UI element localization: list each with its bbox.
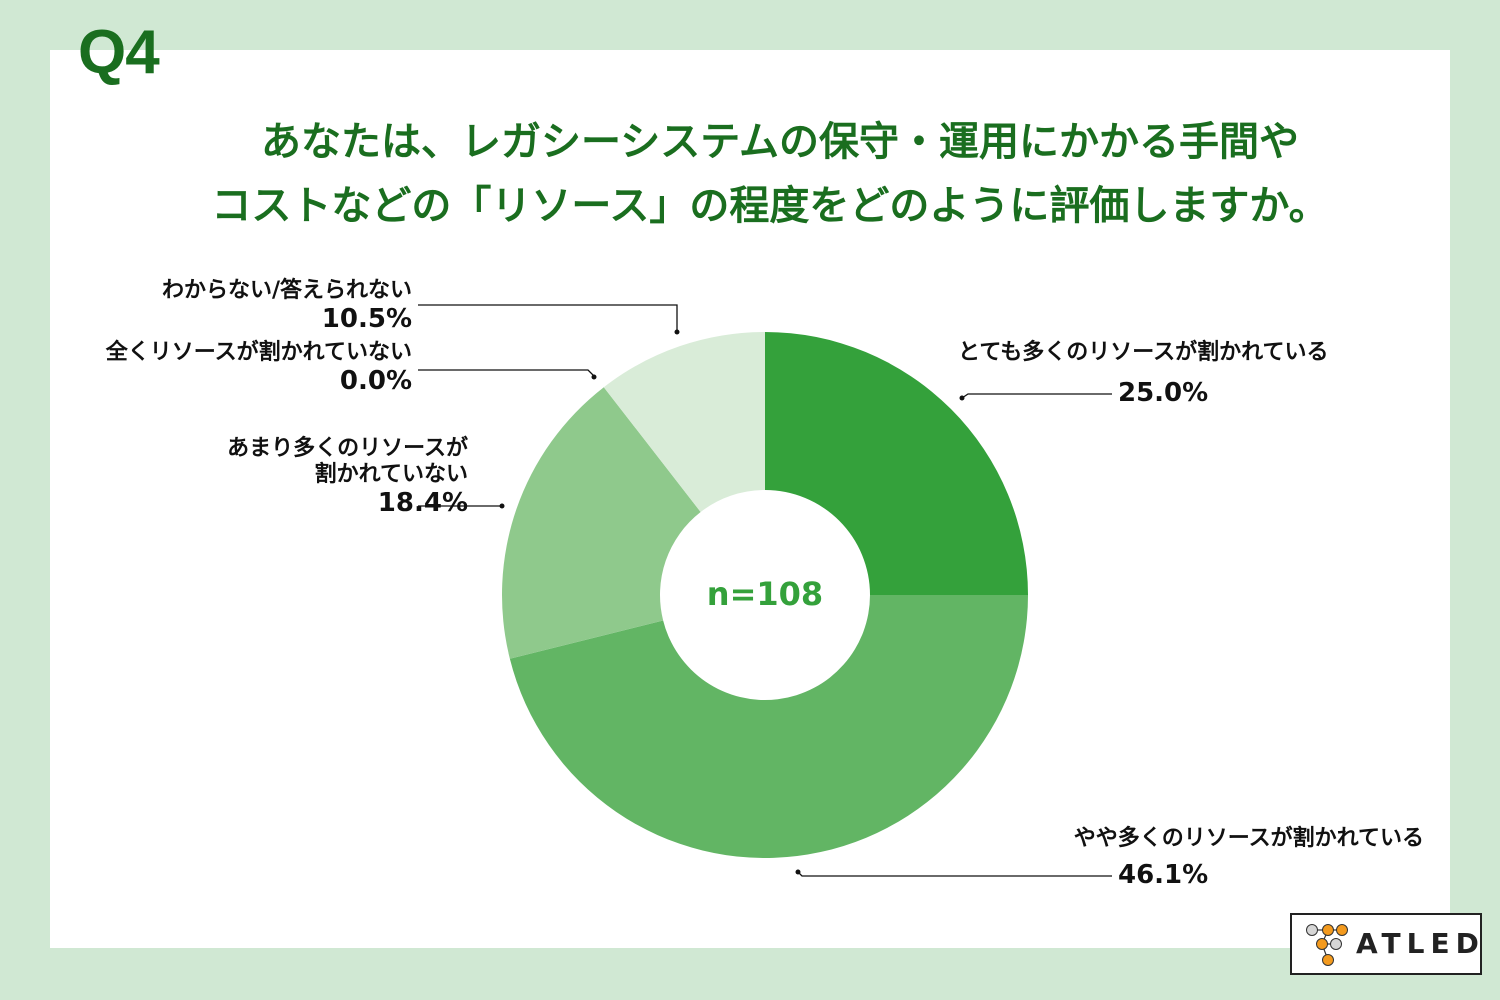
label-somewhat-many: やや多くのリソースが割かれている — [1074, 826, 1424, 852]
label-very-many: とても多くのリソースが割かれている — [958, 340, 1328, 366]
question-number: Q4 — [78, 18, 160, 87]
title-line-2: コストなどの「リソース」の程度をどのように評価しますか。 — [211, 183, 1329, 229]
label-text-line-1: あまり多くのリソースが — [227, 436, 468, 461]
label-text: 全くリソースが割かれていない — [105, 340, 412, 365]
label-pct: 10.5% — [321, 304, 412, 334]
label-not-much: あまり多くのリソースが 割かれていない 18.4% — [227, 436, 468, 518]
donut-slices — [502, 332, 1029, 859]
leader-line-unknown — [418, 304, 678, 331]
leader-line-none — [418, 369, 595, 377]
question-title: あなたは、レガシーシステムの保守・運用にかかる手間や コストなどの「リソース」の… — [0, 110, 1500, 238]
label-pct: 18.4% — [377, 488, 468, 518]
donut-slice — [765, 332, 1028, 595]
title-line-1: あなたは、レガシーシステムの保守・運用にかかる手間や — [261, 119, 1299, 165]
leader-dots — [499, 329, 965, 875]
logo-text: ATLED — [1356, 927, 1485, 960]
label-text-line-2: 割かれていない — [314, 462, 468, 487]
donut-slice — [509, 595, 1029, 859]
pct-somewhat-many: 46.1% — [1118, 860, 1208, 890]
label-text: とても多くのリソースが割かれている — [958, 340, 1329, 365]
label-pct: 25.0% — [1118, 378, 1209, 408]
donut-slice — [603, 332, 765, 513]
leader-line-very-many — [961, 393, 1112, 399]
donut-slice — [502, 387, 701, 659]
sample-size: n=108 — [706, 575, 824, 613]
atled-logo: ATLED — [1290, 913, 1482, 975]
label-text: わからない/答えられない — [161, 278, 412, 303]
pct-very-many: 25.0% — [1118, 378, 1208, 408]
label-text: やや多くのリソースが割かれている — [1073, 826, 1424, 851]
label-none: 全くリソースが割かれていない 0.0% — [106, 340, 412, 396]
label-pct: 46.1% — [1118, 860, 1209, 890]
label-pct: 0.0% — [339, 366, 412, 396]
leader-line-somewhat-many — [797, 871, 1112, 877]
label-unknown: わからない/答えられない 10.5% — [162, 278, 412, 334]
network-nodes-icon — [1306, 924, 1348, 966]
